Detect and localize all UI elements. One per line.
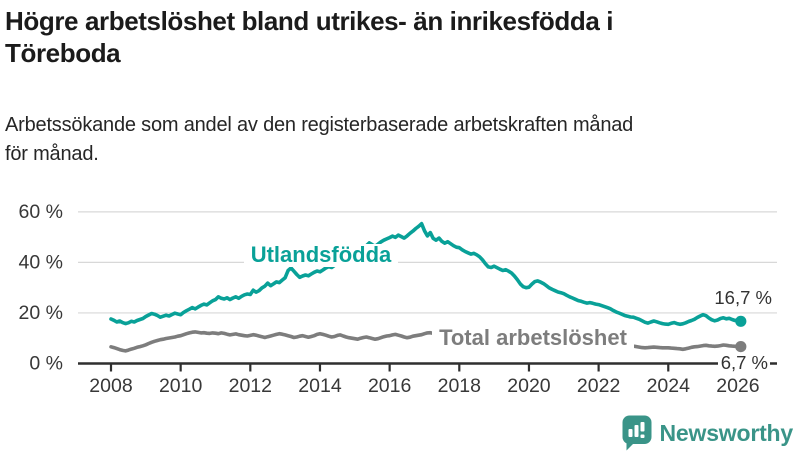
title-line-2: Töreboda (5, 37, 121, 68)
series-line-total-arbetsloshet (109, 330, 743, 353)
page-title: Högre arbetslöshet bland utrikes- än inr… (5, 6, 800, 69)
x-tick-label: 2022 (577, 375, 620, 397)
series-label-halo (244, 244, 398, 267)
x-tick-label: 2018 (438, 375, 481, 397)
newsworthy-logo-icon (622, 415, 652, 451)
series-line-utlandsfodda (109, 221, 743, 327)
brand-name: Newsworthy (659, 419, 794, 446)
brand-footer[interactable]: Newsworthy (622, 415, 793, 451)
title-line-1: Högre arbetslöshet bland utrikes- än inr… (5, 6, 614, 36)
end-value-halo (718, 354, 770, 373)
x-tick-label: 2012 (229, 375, 272, 397)
x-tick-label: 2010 (159, 375, 203, 397)
end-value-label: 16,7 % (714, 287, 772, 308)
series-end-dot (735, 315, 747, 327)
y-tick-label: 40 % (19, 252, 63, 274)
series-label: Total arbetslöshet (439, 325, 628, 350)
series-end-dot (735, 341, 747, 353)
series-label: Utlandsfödda (251, 242, 392, 267)
subtitle-line-1: Arbetssökande som andel av den registerb… (5, 114, 634, 137)
x-tick-label: 2026 (716, 375, 759, 397)
x-tick-label: 2016 (368, 375, 411, 397)
series-label-halo (432, 327, 634, 351)
x-tick-label: 2014 (298, 375, 342, 397)
x-tick-label: 2024 (647, 375, 691, 397)
chart-subtitle: Arbetssökande som andel av den registerb… (5, 111, 800, 169)
x-tick-label: 2008 (89, 375, 132, 397)
end-value-label: 6,7 % (721, 352, 768, 373)
x-tick-label: 2020 (507, 375, 551, 397)
line-chart: 2008 2010 2012 2014 2016 2018 2020 2022 2024 2026… (19, 201, 777, 397)
y-tick-label: 60 % (19, 201, 63, 223)
y-tick-label: 20 % (19, 302, 63, 324)
y-tick-label: 0 % (29, 353, 63, 375)
subtitle-line-2: för månad. (5, 143, 99, 166)
